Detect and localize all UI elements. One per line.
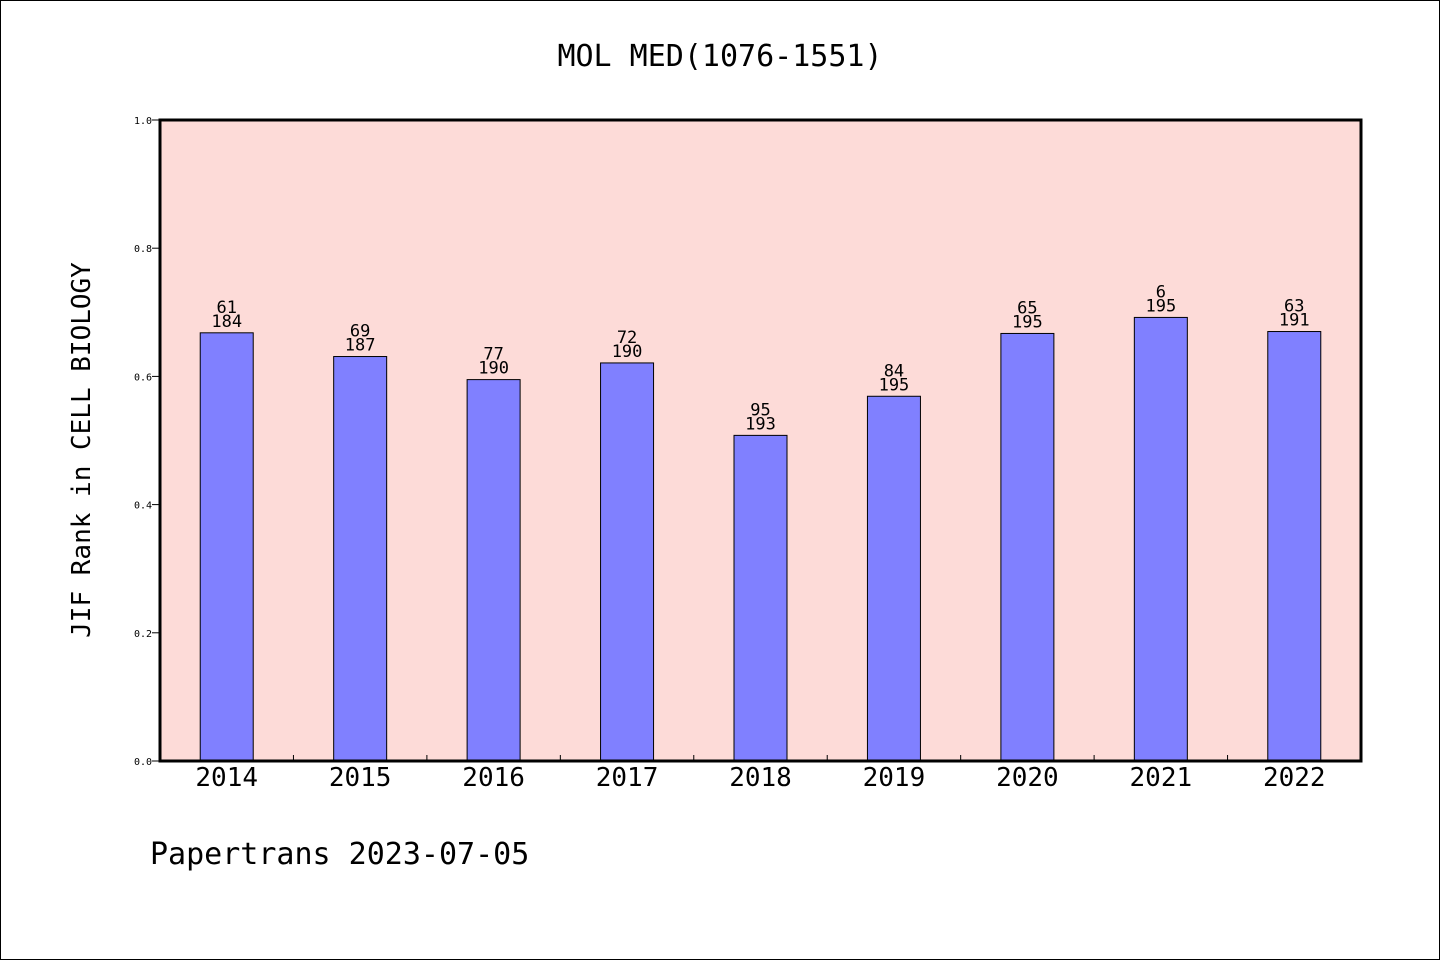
bar-total-label: 184 [211, 312, 242, 332]
bar [1267, 331, 1322, 762]
y-axis-label: JIF Rank in CELL BIOLOGY [67, 262, 97, 638]
bar-rank-label: 84 [884, 361, 904, 381]
bar-total-label: 190 [478, 359, 509, 379]
y-tick-label: 0.8 [134, 244, 152, 255]
x-tick-label: 2022 [1263, 763, 1326, 793]
bars [199, 316, 1322, 762]
y-tick-label: 0.4 [134, 501, 152, 512]
x-axis: 2014 2015 2016 2017 2018 2019 2020 2021 2022 [195, 755, 1326, 793]
bar-total-label: 195 [1145, 296, 1176, 316]
x-tick-label: 2016 [462, 763, 525, 793]
bar-rank-label: 6 [1156, 282, 1166, 302]
y-tick-label: 0.6 [134, 372, 152, 383]
x-tick-label: 2018 [729, 763, 792, 793]
bar-rank-label: 72 [617, 328, 637, 348]
x-tick-label: 2019 [863, 763, 926, 793]
x-tick-label: 2020 [996, 763, 1059, 793]
y-tick-label: 0.0 [134, 757, 152, 768]
bar-rank-label: 65 [1017, 298, 1037, 318]
footer-credit: Papertrans 2023-07-05 [150, 837, 529, 872]
bar [1133, 316, 1188, 762]
x-tick-label: 2014 [195, 763, 258, 793]
x-tick-label: 2017 [596, 763, 659, 793]
bar [733, 434, 788, 762]
bar-total-label: 195 [879, 375, 910, 395]
bar-rank-label: 69 [350, 322, 370, 342]
bar-total-label: 190 [612, 342, 643, 362]
y-axis: 0.0 0.2 0.4 0.6 0.8 1.0 [134, 116, 160, 768]
bar-total-label: 187 [345, 336, 376, 356]
bar-total-label: 191 [1279, 311, 1310, 331]
bar-rank-label: 61 [216, 298, 236, 318]
bar-total-label: 193 [745, 414, 776, 434]
bar-rank-label: 95 [750, 400, 770, 420]
bar-rank-label: 63 [1284, 297, 1304, 317]
bar [333, 356, 388, 762]
bar-rank-label: 77 [483, 345, 503, 365]
x-tick-label: 2015 [329, 763, 392, 793]
bar [1000, 332, 1055, 762]
bar [866, 395, 921, 762]
plot-border [158, 118, 1363, 763]
bar [466, 379, 521, 762]
y-tick-label: 0.2 [134, 629, 152, 640]
chart-title: MOL MED(1076-1551) [557, 39, 882, 74]
bar-total-label: 195 [1012, 312, 1043, 332]
bar [600, 362, 655, 762]
x-tick-label: 2021 [1130, 763, 1193, 793]
y-tick-label: 1.0 [134, 116, 152, 127]
bar [199, 332, 254, 762]
